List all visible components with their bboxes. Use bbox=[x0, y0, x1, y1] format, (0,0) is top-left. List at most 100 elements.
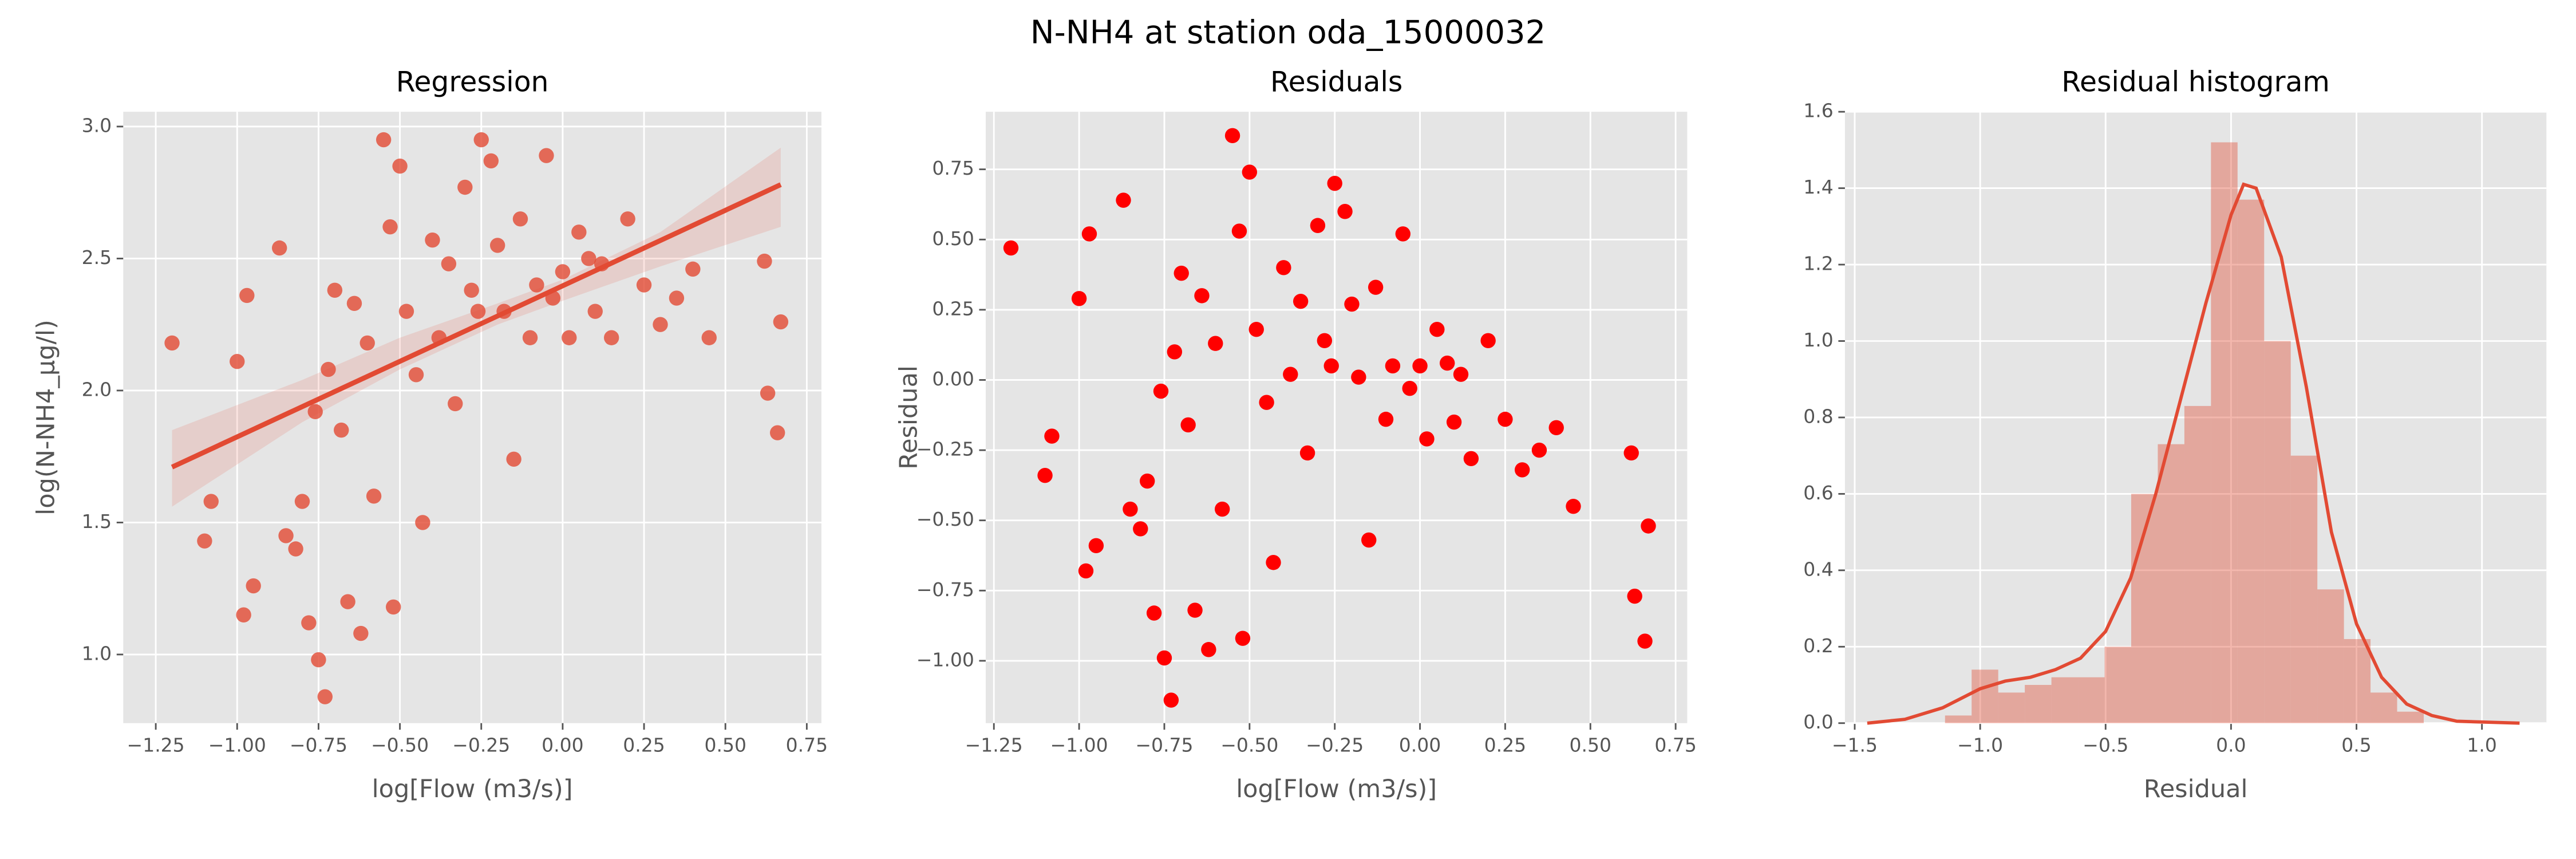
scatter-point bbox=[376, 132, 392, 148]
scatter-point bbox=[366, 488, 382, 504]
scatter-point bbox=[1153, 383, 1169, 399]
histogram-bar bbox=[1945, 715, 1972, 723]
scatter-point bbox=[473, 132, 489, 148]
scatter-point bbox=[1133, 521, 1148, 537]
scatter-point bbox=[529, 277, 544, 293]
y-tick-label: 3.0 bbox=[82, 114, 112, 136]
scatter-point bbox=[334, 422, 349, 438]
scatter-point bbox=[464, 282, 479, 298]
x-tick-label: −0.25 bbox=[1306, 734, 1364, 756]
histogram-bar bbox=[2184, 405, 2211, 723]
scatter-point bbox=[483, 153, 499, 169]
scatter-point bbox=[489, 238, 505, 253]
x-tick-label: −0.50 bbox=[1220, 734, 1278, 756]
figure-title: N-NH4 at station oda_15000032 bbox=[1030, 14, 1546, 51]
scatter-point bbox=[1242, 164, 1258, 180]
y-tick-label: 0.00 bbox=[932, 368, 974, 390]
scatter-point bbox=[636, 277, 652, 293]
scatter-point bbox=[1167, 344, 1183, 360]
histogram-bar bbox=[2211, 142, 2238, 723]
scatter-point bbox=[506, 451, 521, 467]
x-tick-label: 0.00 bbox=[1399, 734, 1441, 756]
y-tick-label: −0.50 bbox=[916, 508, 974, 530]
x-tick-label: 0.75 bbox=[786, 734, 828, 756]
y-tick-label: 0.0 bbox=[1803, 711, 1833, 733]
x-tick-label: 0.75 bbox=[1654, 734, 1696, 756]
scatter-point bbox=[448, 396, 463, 412]
y-tick-label: 0.50 bbox=[932, 227, 974, 250]
scatter-point bbox=[1235, 631, 1251, 646]
scatter-point bbox=[382, 219, 398, 235]
x-tick-label: −1.00 bbox=[1050, 734, 1108, 756]
scatter-point bbox=[1531, 442, 1547, 458]
scatter-point bbox=[1623, 445, 1639, 461]
x-tick-label: 0.25 bbox=[1484, 734, 1526, 756]
scatter-point bbox=[1327, 176, 1342, 191]
scatter-point bbox=[1266, 555, 1281, 570]
y-tick-label: 2.0 bbox=[82, 378, 112, 400]
scatter-point bbox=[1078, 563, 1094, 579]
scatter-point bbox=[669, 290, 685, 306]
y-tick-label: 0.2 bbox=[1803, 635, 1833, 657]
scatter-point bbox=[470, 304, 486, 319]
x-axis-label: log[Flow (m3/s)] bbox=[372, 775, 573, 803]
scatter-point bbox=[581, 251, 596, 266]
histogram-bar bbox=[2051, 677, 2079, 723]
y-tick-label: −1.00 bbox=[916, 648, 974, 671]
scatter-point bbox=[288, 541, 303, 557]
scatter-point bbox=[1139, 473, 1155, 489]
scatter-point bbox=[398, 304, 414, 319]
scatter-point bbox=[1566, 498, 1581, 514]
x-tick-label: −1.5 bbox=[1832, 734, 1878, 756]
scatter-point bbox=[1187, 602, 1203, 618]
scatter-point bbox=[386, 599, 401, 615]
y-tick-label: 0.75 bbox=[932, 157, 974, 179]
scatter-point bbox=[321, 361, 336, 377]
histogram-bar bbox=[2290, 455, 2318, 723]
scatter-point bbox=[164, 335, 180, 351]
y-tick-label: 1.6 bbox=[1803, 100, 1833, 122]
scatter-point bbox=[271, 240, 287, 256]
scatter-point bbox=[685, 261, 701, 277]
scatter-point bbox=[1037, 468, 1053, 483]
y-tick-label: 0.4 bbox=[1803, 558, 1833, 580]
histogram-bar bbox=[2237, 199, 2265, 723]
histogram-bar bbox=[2078, 677, 2105, 723]
scatter-point bbox=[1385, 358, 1401, 374]
y-tick-label: 1.0 bbox=[82, 642, 112, 664]
histogram-bar bbox=[1971, 669, 1998, 723]
scatter-point bbox=[1498, 411, 1513, 427]
x-tick-label: 0.00 bbox=[542, 734, 583, 756]
scatter-point bbox=[441, 256, 457, 271]
scatter-point bbox=[1163, 692, 1179, 708]
scatter-point bbox=[197, 533, 212, 549]
scatter-point bbox=[1201, 642, 1216, 657]
scatter-point bbox=[512, 211, 528, 227]
x-tick-label: −0.75 bbox=[290, 734, 347, 756]
scatter-point bbox=[1283, 367, 1298, 382]
scatter-point bbox=[1344, 296, 1360, 312]
scatter-point bbox=[1310, 218, 1326, 233]
scatter-point bbox=[555, 264, 571, 279]
histogram-bar bbox=[1998, 692, 2025, 723]
scatter-point bbox=[571, 224, 587, 240]
scatter-point bbox=[1249, 322, 1264, 337]
x-tick-label: −0.5 bbox=[2083, 734, 2128, 756]
x-tick-label: −0.25 bbox=[452, 734, 510, 756]
y-tick-label: −0.25 bbox=[916, 438, 974, 460]
scatter-point bbox=[1071, 291, 1087, 306]
histogram-bar bbox=[2104, 647, 2131, 723]
y-tick-label: 1.4 bbox=[1803, 176, 1833, 198]
y-tick-label: 1.0 bbox=[1803, 329, 1833, 351]
scatter-point bbox=[1351, 369, 1366, 385]
scatter-point bbox=[1419, 431, 1435, 447]
scatter-point bbox=[603, 330, 619, 345]
scatter-point bbox=[203, 494, 219, 509]
scatter-point bbox=[457, 179, 473, 195]
scatter-point bbox=[773, 314, 789, 330]
scatter-point bbox=[760, 385, 776, 401]
regression-line bbox=[171, 182, 782, 470]
scatter-point bbox=[1641, 518, 1656, 534]
x-tick-label: −1.00 bbox=[208, 734, 266, 756]
